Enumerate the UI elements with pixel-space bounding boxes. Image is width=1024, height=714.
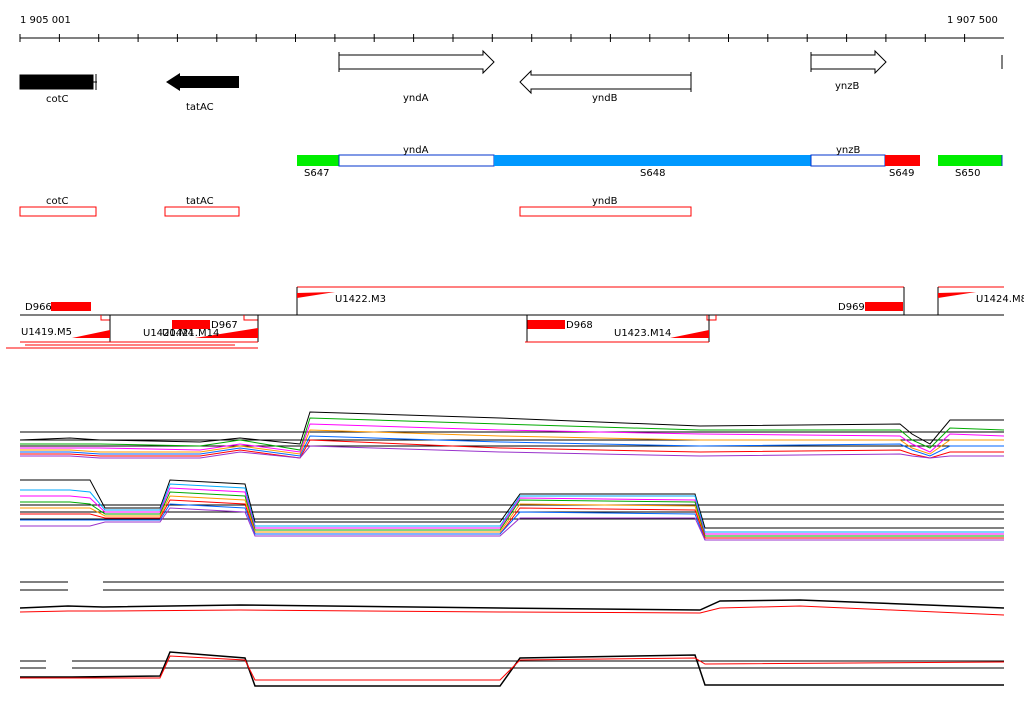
- feature-U1422-marker[interactable]: [297, 292, 335, 298]
- gene-box-label-yndB: yndB: [592, 196, 618, 207]
- segment-label-S648: S648: [640, 168, 665, 179]
- segment-S649[interactable]: [885, 155, 920, 166]
- feature-label-U1421: U1421.M14: [162, 328, 219, 339]
- ruler-ticks: [19, 34, 966, 42]
- feature-D969[interactable]: [865, 302, 903, 311]
- gene-label-yndB: yndB: [592, 93, 618, 104]
- segment-label-S650: S650: [955, 168, 980, 179]
- feature-label-U1423: U1423.M14: [614, 328, 671, 339]
- feature-label-D967: D967: [211, 320, 238, 331]
- segment-yndA-box[interactable]: [338, 154, 495, 167]
- segment-label-S649: S649: [889, 168, 914, 179]
- feature-label-D969: D969: [838, 302, 865, 313]
- feature-track: D966 D967 D968 D969 U1422.M3 U1424.M8 U1…: [6, 286, 1024, 349]
- expression-panel-3: [19, 581, 1005, 616]
- segment-label-S647: S647: [304, 168, 329, 179]
- gene-ynzB[interactable]: ynzB: [810, 49, 887, 92]
- gene-yndB[interactable]: yndB: [519, 69, 692, 104]
- gene-label-yndA: yndA: [403, 93, 429, 104]
- feature-label-U1424: U1424.M8: [976, 294, 1024, 305]
- segment-S650[interactable]: [938, 155, 1002, 166]
- feature-U1421-marker[interactable]: [195, 328, 258, 338]
- feature-label-D968: D968: [566, 320, 593, 331]
- ruler-end-label: 1 907 500: [947, 15, 998, 26]
- segment-S647[interactable]: [297, 155, 339, 166]
- expression-panel-4: [20, 651, 1005, 687]
- gene-track: cotC tatAC yndA yndB ynzB: [19, 49, 1003, 113]
- ruler: 1 905 001 1 907 500: [19, 15, 1004, 42]
- ruler-start-label: 1 905 001: [20, 15, 71, 26]
- gene-box-label-tatAC: tatAC: [186, 196, 214, 207]
- feature-U1419-marker[interactable]: [72, 330, 110, 338]
- segment-gene-label-ynzB: ynzB: [836, 145, 861, 156]
- gene-label-tatAC: tatAC: [186, 102, 214, 113]
- feature-label-U1422: U1422.M3: [335, 294, 386, 305]
- gene-box-tatAC[interactable]: [164, 206, 240, 217]
- gene-label-ynzB: ynzB: [835, 81, 860, 92]
- feature-D967[interactable]: [172, 320, 210, 329]
- segment-ynzB-box[interactable]: [810, 154, 886, 167]
- gene-box-track: cotC tatAC yndB: [19, 196, 692, 217]
- feature-U1424-marker[interactable]: [938, 292, 976, 298]
- feature-label-D966: D966: [25, 302, 52, 313]
- feature-D968[interactable]: [527, 320, 565, 329]
- feature-U1423-marker[interactable]: [670, 330, 709, 338]
- segment-gene-label-yndA: yndA: [403, 145, 429, 156]
- gene-cotC[interactable]: cotC: [19, 74, 97, 105]
- feature-label-U1419: U1419.M5: [21, 327, 72, 338]
- expression-panel-2: [20, 474, 1004, 541]
- gene-box-cotC[interactable]: [19, 206, 97, 217]
- feature-label-U1420: U1420.M4: [143, 328, 194, 339]
- expression-panel-1: [19, 411, 1005, 465]
- gene-label-cotC: cotC: [46, 94, 69, 105]
- feature-D966[interactable]: [51, 302, 91, 311]
- segment-track: yndA ynzB S647 S648 S649 S650: [297, 145, 1003, 179]
- gene-tatAC[interactable]: tatAC: [166, 73, 239, 113]
- gene-box-yndB[interactable]: [519, 206, 692, 217]
- gene-box-label-cotC: cotC: [46, 196, 69, 207]
- gene-yndA[interactable]: yndA: [338, 49, 495, 104]
- segment-S648[interactable]: [494, 155, 811, 166]
